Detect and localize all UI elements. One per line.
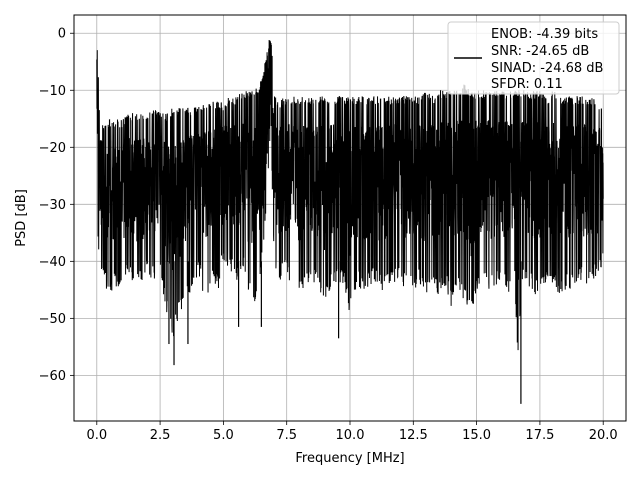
x-tick-label: 15.0	[462, 428, 491, 443]
y-tick-label: −60	[39, 369, 66, 384]
y-axis-label: PSD [dB]	[14, 189, 29, 247]
legend-entry-enob: ENOB: -4.39 bits	[491, 27, 598, 42]
x-tick-label: 10.0	[336, 428, 365, 443]
legend-entry-sinad: SINAD: -24.68 dB	[491, 61, 603, 76]
y-tick-label: −50	[39, 312, 66, 327]
psd-series-line-0	[96, 39, 604, 351]
series-group	[96, 39, 604, 404]
y-tick-label: −10	[39, 84, 66, 99]
x-axis-label: Frequency [MHz]	[295, 451, 404, 466]
x-tick-label: 0.0	[86, 428, 107, 443]
x-tick-label: 7.5	[276, 428, 297, 443]
legend-entry-sfdr: SFDR: 0.11	[491, 77, 563, 92]
y-tick-label: −40	[39, 255, 66, 270]
y-tick-label: −30	[39, 198, 66, 213]
y-tick-label: 0	[58, 27, 66, 42]
x-tick-label: 17.5	[525, 428, 554, 443]
legend: ENOB: -4.39 bits SNR: -24.65 dB SINAD: -…	[447, 21, 620, 95]
x-tick-label: 2.5	[150, 428, 171, 443]
legend-box	[447, 21, 620, 95]
x-tick-label: 20.0	[589, 428, 618, 443]
y-tick-label: −20	[39, 141, 66, 156]
x-tick-label: 12.5	[399, 428, 428, 443]
x-axis: 0.0 2.5 5.0 7.5 10.0 12.5 15.0 17.5 20.0	[86, 421, 618, 443]
x-tick-label: 5.0	[213, 428, 234, 443]
y-axis: 0 −10 −20 −30 −40 −50 −60	[39, 27, 74, 384]
legend-entry-snr: SNR: -24.65 dB	[491, 44, 589, 59]
